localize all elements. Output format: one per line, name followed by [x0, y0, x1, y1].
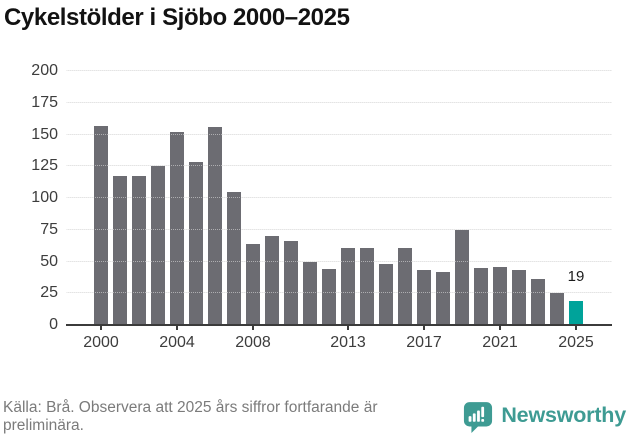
x-axis-tick-2000	[100, 325, 102, 330]
bar-2004	[170, 131, 184, 325]
bar-2012	[322, 269, 336, 325]
gridline-overlay-175	[66, 101, 612, 103]
bar-2003	[151, 166, 165, 325]
x-axis-label-2013: 2013	[330, 334, 366, 351]
x-axis-tick-2021	[499, 325, 501, 330]
newsworthy-icon	[463, 400, 493, 436]
bar-2001	[113, 176, 127, 325]
y-axis-label-0: 0	[49, 316, 58, 333]
x-axis-tick-2017	[423, 325, 425, 330]
gridline-100	[66, 197, 612, 198]
source-note: Källa: Brå. Observera att 2025 års siffr…	[3, 399, 378, 435]
bar-2023	[531, 279, 545, 325]
newsworthy-logo[interactable]: Newsworthy	[463, 400, 626, 436]
bar-2017	[417, 270, 431, 325]
bar-2016	[398, 247, 412, 325]
x-axis-tick-2025	[575, 325, 577, 330]
x-axis-label-2000: 2000	[83, 334, 119, 351]
bar-2022	[512, 270, 526, 325]
gridline-75	[66, 228, 612, 230]
y-axis-label-150: 150	[31, 125, 58, 143]
bar-2006	[208, 126, 222, 325]
gridline-200	[66, 70, 612, 71]
gridline-125	[66, 165, 612, 167]
bar-2018	[436, 271, 450, 325]
bar-2021	[493, 266, 507, 325]
x-axis-label-2008: 2008	[235, 334, 271, 351]
gridline-overlay-150	[66, 133, 612, 135]
gridline-overlay-25	[66, 292, 612, 294]
newsworthy-logo-text: Newsworthy	[501, 403, 626, 427]
bar-value-label: 19	[567, 267, 585, 285]
y-axis-label-200: 200	[31, 62, 58, 79]
bar-2010	[284, 241, 298, 325]
x-axis-tick-2013	[347, 325, 349, 330]
bar-2013	[341, 247, 355, 325]
y-axis-labels: 0 25 50 75 100 125 150 175 200	[0, 62, 58, 333]
x-axis-label-2017: 2017	[406, 334, 442, 351]
y-axis-label-75: 75	[40, 220, 58, 238]
bar-2000	[94, 125, 108, 325]
gridline-overlay-125	[66, 165, 612, 167]
bar-2005	[189, 162, 203, 325]
y-axis-label-175: 175	[31, 93, 58, 111]
bar-2002	[132, 176, 146, 325]
y-axis-label-125: 125	[31, 157, 58, 175]
gridline-overlay-100	[66, 197, 612, 198]
bar-2020	[474, 267, 488, 325]
plot-area: 19 2000 2004 2008 2013 2017 2021 2025	[66, 70, 612, 351]
y-axis-label-50: 50	[40, 252, 58, 270]
x-axis-label-2021: 2021	[482, 334, 518, 351]
x-axis-label-2004: 2004	[159, 334, 195, 351]
x-axis-label-2025: 2025	[558, 334, 594, 351]
gridline-overlay-50	[66, 260, 612, 262]
bar-2014	[360, 247, 374, 325]
x-axis-tick-2004	[176, 325, 178, 330]
bar-2009	[265, 236, 279, 325]
chart-title: Cykelstölder i Sjöbo 2000–2025	[4, 4, 350, 31]
gridline-150	[66, 133, 612, 135]
bar-2008	[246, 243, 260, 325]
bar-2011	[303, 261, 317, 325]
bar-2024	[550, 293, 564, 325]
x-axis-line	[66, 324, 612, 326]
x-axis-tick-2008	[252, 325, 254, 330]
gridline-overlay-200	[66, 70, 612, 71]
gridline-175	[66, 101, 612, 103]
gridline-25	[66, 292, 612, 294]
y-axis-label-100: 100	[31, 189, 58, 206]
gridline-50	[66, 260, 612, 262]
y-axis-label-25: 25	[40, 284, 58, 302]
bar-2015	[379, 264, 393, 325]
bar-highlight-2025	[569, 300, 583, 325]
gridline-overlay-75	[66, 228, 612, 230]
bar-2007	[227, 191, 241, 325]
bar-2019	[455, 229, 469, 325]
